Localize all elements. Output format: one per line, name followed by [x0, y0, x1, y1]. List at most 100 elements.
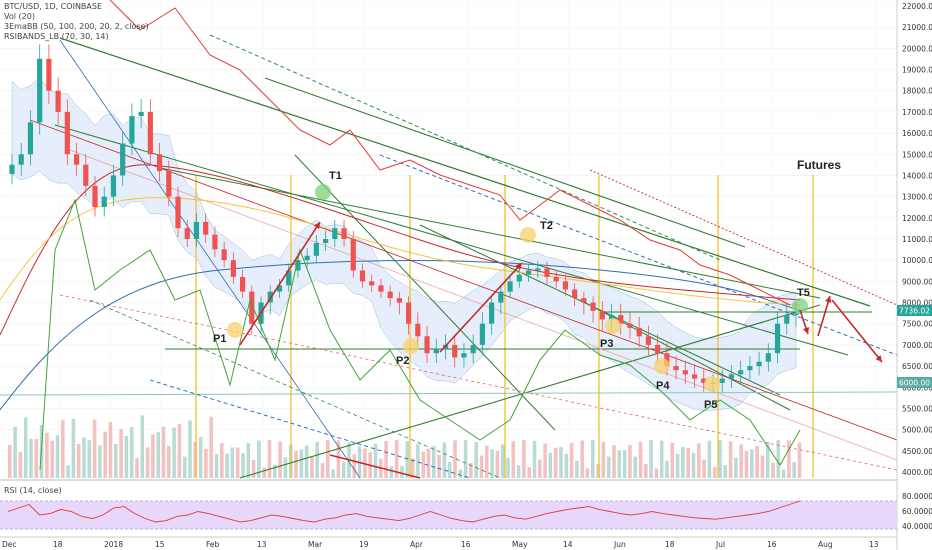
time-tick-label: 16 [767, 540, 777, 549]
candle-body [239, 276, 246, 292]
volume-bar [50, 440, 54, 478]
volume-bar [214, 453, 219, 478]
time-tick-label: 19 [359, 540, 369, 549]
volume-bar [442, 442, 447, 478]
highlight-circle [704, 376, 720, 392]
volume-bar [273, 464, 277, 478]
volume-bar [792, 461, 796, 478]
candle-body [249, 291, 255, 324]
candle [9, 154, 15, 185]
candle-body [452, 344, 458, 358]
candle [433, 338, 439, 364]
candle-body [636, 327, 642, 337]
volume-bar [622, 450, 627, 478]
volume-bar [172, 427, 176, 478]
candle-body [479, 323, 485, 345]
price-overlay-line [109, 0, 791, 306]
time-tick-label: 18 [53, 540, 63, 549]
volume-bar [341, 461, 346, 478]
candle-body [83, 164, 89, 186]
price-tick-label: 7500.00 [902, 320, 932, 329]
arrow-head [875, 355, 882, 362]
trendline [159, 167, 821, 299]
label-p4: P4 [656, 380, 670, 392]
candle [359, 263, 366, 288]
volume-bar [569, 442, 574, 478]
volume-bar [591, 440, 595, 478]
candle [332, 219, 338, 247]
volume-bar [13, 426, 17, 478]
candle-body [507, 281, 513, 292]
volume-bar [416, 444, 420, 478]
volume-bar [45, 432, 49, 478]
candle [147, 99, 153, 166]
volume-bar [500, 444, 505, 478]
volume-bar [712, 467, 717, 478]
volume-bar [320, 463, 325, 478]
candle [673, 356, 679, 380]
candle [525, 263, 532, 282]
time-tick-label: Feb [206, 540, 220, 549]
candle-body [73, 154, 80, 165]
volume-bar [728, 441, 733, 478]
candle-body [590, 302, 596, 311]
projection-arrow [817, 295, 832, 337]
time-tick-label: Mar [308, 540, 323, 549]
candle-body [175, 196, 181, 229]
time-tick-label: Apr [410, 540, 424, 549]
candle-body [193, 221, 200, 239]
candle-body [553, 276, 559, 282]
candle [756, 351, 762, 376]
rsi-tick-label: 40.0000 [902, 522, 932, 531]
volume-bar [230, 447, 235, 478]
volume-bar [739, 444, 743, 478]
rsi-tick-label: 80.0000 [902, 492, 932, 501]
price-tick-label: 21000.00 [902, 23, 932, 32]
candle-body [738, 370, 744, 375]
highlight-circle [403, 338, 419, 354]
price-tick-label: 17000.00 [902, 108, 932, 117]
volume-bar [638, 441, 643, 478]
volume-bar [734, 457, 738, 478]
candle-body [747, 366, 753, 371]
label-t1: T1 [329, 170, 342, 182]
current-price-label: 7736.02 [899, 307, 930, 316]
volume-bar [797, 442, 802, 478]
volume-bar [781, 469, 786, 478]
candle-body [765, 353, 771, 362]
candle [138, 99, 144, 129]
candle [378, 278, 384, 299]
candle [544, 261, 550, 284]
volume-bar [204, 448, 208, 478]
volume-bar [718, 440, 722, 478]
volume-bar [612, 445, 616, 478]
candle-body [37, 58, 43, 123]
candle-body [92, 185, 98, 208]
candle [461, 343, 467, 368]
price-axis: 22000.00 21000.00 20000.00 19000.00 18000.00… [902, 2, 932, 477]
candle [424, 325, 430, 364]
candle-body [323, 239, 329, 244]
volume-bar [596, 463, 600, 478]
candle-body [793, 313, 799, 316]
trendline [294, 154, 556, 431]
highlight-circle [605, 318, 621, 334]
highlight-circle [315, 184, 331, 200]
trendline [239, 304, 821, 479]
candle [120, 132, 126, 186]
candle [535, 261, 541, 278]
rsi-pane [0, 500, 897, 530]
volume-bar [283, 457, 288, 478]
candle [489, 296, 495, 335]
volume-bar [564, 453, 569, 478]
candle-body [406, 302, 412, 324]
price-tick-label: 10000.00 [902, 256, 932, 265]
volume-bar [18, 451, 23, 478]
current-price-tag: 7736.02 [897, 305, 932, 316]
volume-bar [145, 447, 150, 478]
volume-bar [654, 468, 659, 478]
candle-body [9, 164, 15, 175]
label-p5: P5 [704, 399, 717, 411]
volume-bar [702, 459, 706, 478]
trendline [59, 37, 871, 307]
